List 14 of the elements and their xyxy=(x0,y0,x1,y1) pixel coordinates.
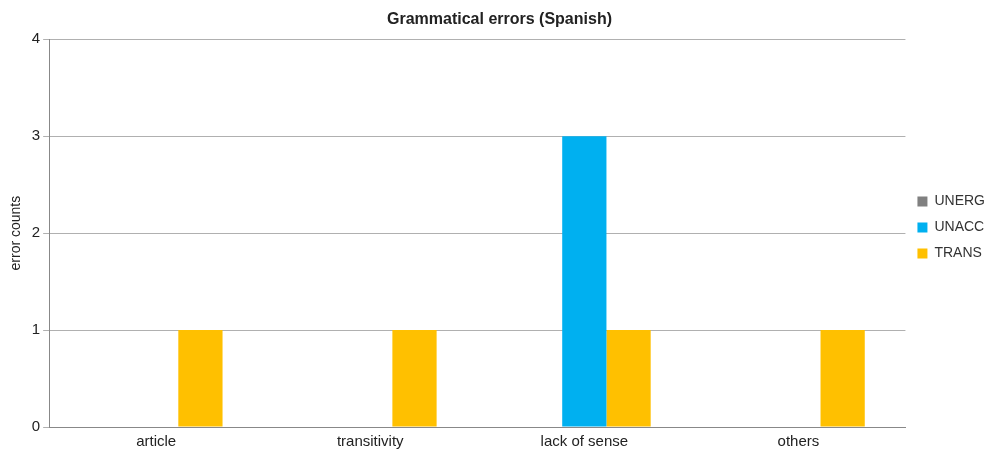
x-tick-label: article xyxy=(136,432,177,450)
y-tick-label: 0 xyxy=(31,417,41,435)
y-tick-label: 4 xyxy=(31,29,41,47)
x-tick-label: lack of sense xyxy=(540,432,629,450)
x-tick-label: others xyxy=(777,432,820,450)
chart-title: Grammatical errors (Spanish) xyxy=(387,10,612,28)
y-axis-title: error counts xyxy=(7,195,24,271)
y-tick-label: 3 xyxy=(31,126,41,144)
legend-label: UNACC xyxy=(934,218,985,235)
y-tick-label: 1 xyxy=(31,320,41,338)
legend-label: UNERG xyxy=(934,192,985,209)
x-tick-label: transitivity xyxy=(336,432,405,450)
legend-label: TRANS xyxy=(934,244,982,261)
y-tick-label: 2 xyxy=(31,223,41,241)
